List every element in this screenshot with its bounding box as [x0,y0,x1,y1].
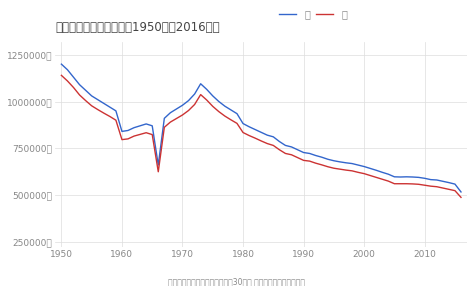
女 [119,138,125,141]
男 [222,104,228,108]
Legend: 男, 女: 男, 女 [279,10,347,19]
Line: 女: 女 [62,75,461,197]
男 [361,165,367,168]
女 [434,185,439,188]
男 [149,124,155,128]
男 [458,190,464,194]
女 [59,74,64,77]
Text: 参考データ：厚生労働省「平成30年度 我が国の人口動態」より: 参考データ：厚生労働省「平成30年度 我が国の人口動態」より [168,278,306,286]
Text: 男女別の出生数の推移（1950年～2016年）: 男女別の出生数の推移（1950年～2016年） [55,21,220,34]
男 [119,130,125,133]
女 [222,114,228,118]
女 [240,131,246,134]
女 [149,133,155,136]
女 [458,196,464,199]
男 [240,122,246,125]
男 [434,178,439,182]
Line: 男: 男 [62,64,461,192]
女 [361,172,367,175]
男 [59,62,64,66]
